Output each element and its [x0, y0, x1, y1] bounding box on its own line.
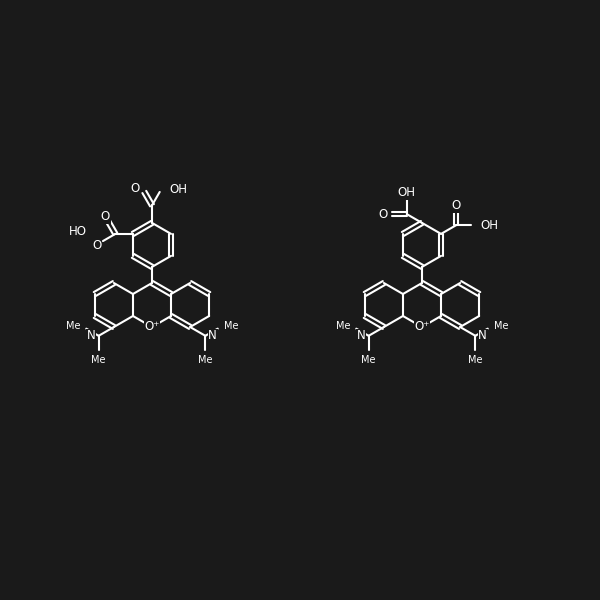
Text: Me: Me	[91, 355, 106, 365]
Text: O⁺: O⁺	[415, 320, 430, 334]
Text: O: O	[130, 182, 139, 196]
Text: N: N	[478, 329, 487, 342]
Text: Me: Me	[66, 320, 80, 331]
Text: O⁺: O⁺	[145, 320, 160, 334]
Text: O: O	[452, 199, 461, 212]
Text: Me: Me	[336, 320, 350, 331]
Text: OH: OH	[398, 186, 416, 199]
Text: Me: Me	[468, 355, 482, 365]
Text: Me: Me	[224, 320, 238, 331]
Text: N: N	[87, 329, 95, 342]
Text: N: N	[208, 329, 217, 342]
Text: O: O	[378, 208, 388, 221]
Text: Me: Me	[198, 355, 212, 365]
Text: O: O	[101, 210, 110, 223]
Text: N: N	[357, 329, 365, 342]
Text: OH: OH	[481, 218, 499, 232]
Text: Me: Me	[494, 320, 508, 331]
Text: HO: HO	[69, 226, 87, 238]
Text: Me: Me	[361, 355, 376, 365]
Text: O: O	[92, 239, 101, 251]
Text: OH: OH	[170, 184, 188, 196]
